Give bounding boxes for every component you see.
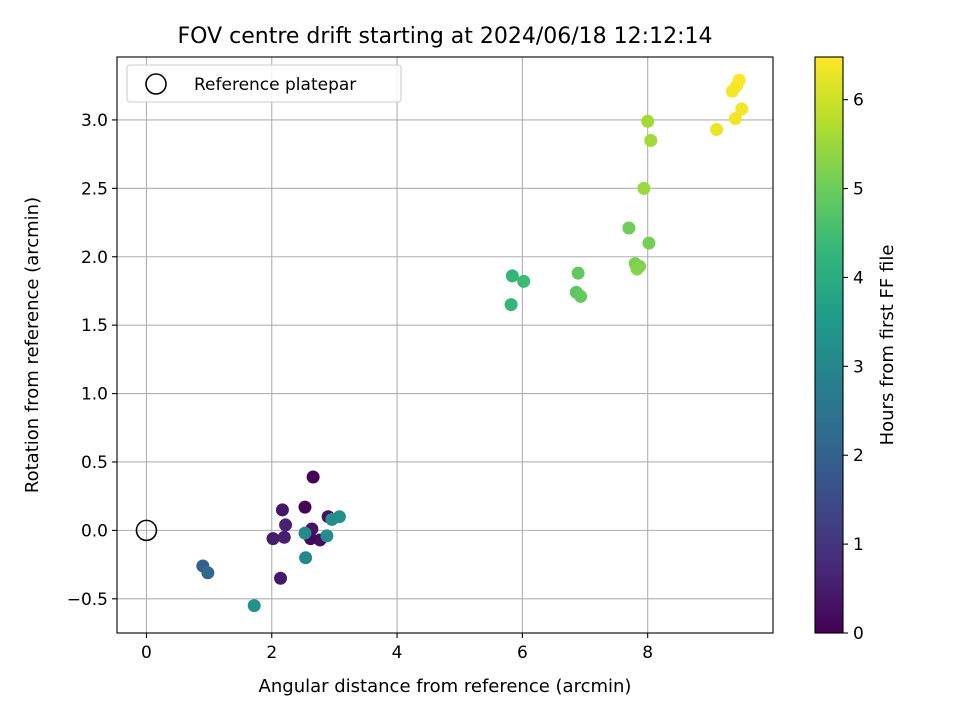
colorbar-label: Hours from first FF file [877, 245, 898, 446]
data-point [728, 112, 742, 126]
legend-marker-icon [145, 73, 167, 95]
chart-title: FOV centre drift starting at 2024/06/18 … [178, 24, 713, 49]
data-point [247, 599, 261, 613]
reference-platepar-marker [135, 519, 158, 542]
data-point [642, 236, 656, 250]
y-axis-ticks: −0.5 0.0 0.5 1.0 1.5 2.0 2.5 3.0 [67, 111, 117, 610]
y-axis-label: Rotation from reference (arcmin) [22, 197, 43, 493]
data-point [201, 566, 215, 580]
colorbar [814, 56, 844, 634]
plot-frame [116, 56, 774, 634]
data-point [641, 114, 655, 128]
data-point [732, 73, 746, 87]
legend: Reference platepar [126, 64, 402, 103]
data-point [574, 289, 588, 303]
y-tick-label: 1.0 [81, 385, 108, 405]
data-point [332, 510, 346, 524]
colorbar-tick-label: 4 [853, 268, 864, 288]
data-point [710, 123, 724, 137]
data-points [196, 73, 749, 613]
data-point [266, 532, 280, 546]
x-tick-label: 0 [141, 643, 152, 663]
data-point [504, 298, 518, 312]
y-tick-label: 0.5 [81, 453, 108, 473]
colorbar-tick-label: 6 [853, 91, 864, 111]
legend-box [126, 64, 402, 103]
colorbar-tick-label: 0 [853, 624, 864, 644]
grid-lines [117, 57, 773, 633]
colorbar-tick-label: 1 [853, 535, 864, 555]
y-tick-label: −0.5 [67, 590, 108, 610]
colorbar-ticks: 0 1 2 3 4 5 6 [843, 91, 864, 644]
data-point [735, 102, 749, 116]
data-point [306, 470, 320, 484]
data-point [644, 133, 658, 147]
data-point [517, 274, 531, 288]
y-tick-label: 2.5 [81, 179, 108, 199]
data-point [571, 266, 585, 280]
y-tick-label: 2.0 [81, 248, 108, 268]
y-tick-label: 0.0 [81, 521, 108, 541]
x-axis-label: Angular distance from reference (arcmin) [259, 676, 632, 697]
x-tick-label: 8 [642, 643, 653, 663]
data-point [630, 262, 644, 276]
data-point [279, 518, 293, 532]
data-point [320, 529, 334, 543]
x-tick-label: 6 [517, 643, 528, 663]
x-tick-label: 2 [266, 643, 277, 663]
colorbar-tick-label: 2 [853, 446, 864, 466]
data-point [277, 530, 291, 544]
x-tick-label: 4 [392, 643, 403, 663]
data-point [299, 551, 313, 565]
colorbar-tick-label: 3 [853, 357, 864, 377]
legend-entry-reference-platepar: Reference platepar [194, 75, 356, 95]
y-tick-label: 1.5 [81, 316, 108, 336]
data-point [637, 181, 651, 195]
data-point [274, 571, 288, 585]
colorbar-tick-label: 5 [853, 180, 864, 200]
y-tick-label: 3.0 [81, 111, 108, 131]
data-point [298, 526, 312, 540]
data-point [275, 503, 289, 517]
x-axis-ticks: 0 2 4 6 8 [141, 633, 653, 663]
data-point [622, 221, 636, 235]
data-point [505, 269, 519, 283]
data-point [298, 500, 312, 514]
